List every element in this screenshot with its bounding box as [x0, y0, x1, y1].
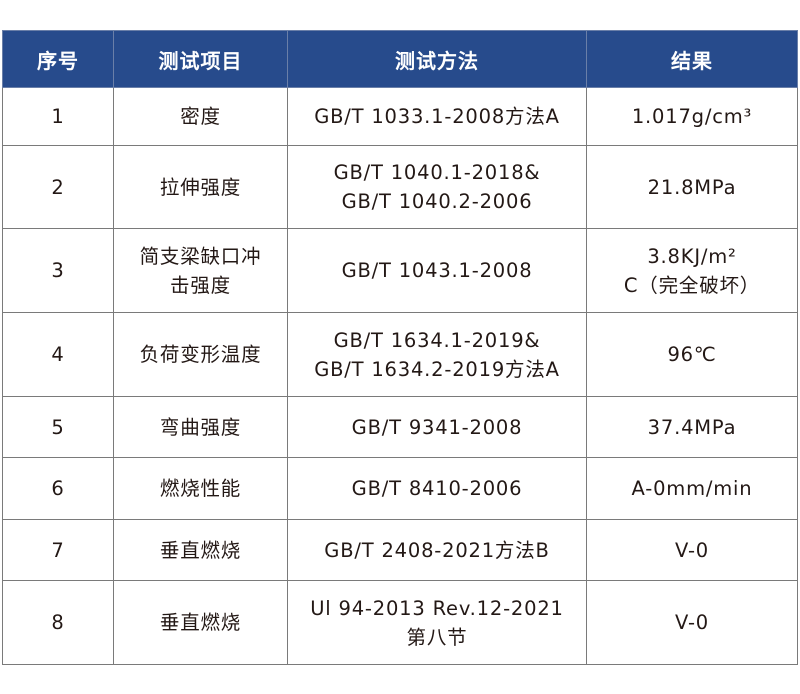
cell-result: 96℃: [586, 312, 798, 397]
header-result: 结果: [586, 30, 798, 88]
cell-method: GB/T 1634.1-2019& GB/T 1634.2-2019方法A: [287, 312, 587, 397]
cell-item-line: 弯曲强度: [159, 415, 242, 439]
cell-result-line: 3.8KJ/m²: [647, 244, 737, 268]
cell-method-line: GB/T 2408-2021方法B: [324, 538, 550, 562]
cell-no: 1: [2, 87, 114, 146]
cell-method-line: 第八节: [406, 625, 468, 649]
cell-no: 8: [2, 580, 114, 665]
cell-item: 简支梁缺口冲 击强度: [113, 228, 288, 313]
cell-result-line: V-0: [674, 611, 710, 634]
table-row: 8 垂直燃烧 Ul 94-2013 Rev.12-2021 第八节 V-0: [2, 580, 798, 665]
cell-method-line: GB/T 8410-2006: [351, 477, 523, 500]
cell-item-line: 燃烧性能: [159, 477, 242, 500]
cell-method: GB/T 9341-2008: [287, 396, 587, 458]
cell-no: 4: [2, 312, 114, 397]
cell-method: GB/T 2408-2021方法B: [287, 519, 587, 581]
cell-result: 37.4MPa: [586, 396, 798, 458]
table-row: 4 负荷变形温度 GB/T 1634.1-2019& GB/T 1634.2-2019…: [2, 312, 798, 397]
table-row: 3 简支梁缺口冲 击强度 GB/T 1043.1-2008 3.8KJ/m² C（完全破坏…: [2, 228, 798, 313]
cell-result-line: V-0: [674, 538, 710, 562]
cell-result-line: 96℃: [667, 343, 717, 366]
cell-method-line: GB/T 1634.1-2019&: [333, 328, 541, 352]
cell-item-line: 拉伸强度: [159, 175, 242, 199]
table-row: 7 垂直燃烧 GB/T 2408-2021方法B V-0: [2, 519, 798, 581]
table-row: 5 弯曲强度 GB/T 9341-2008 37.4MPa: [2, 396, 798, 458]
cell-item: 密度: [113, 87, 288, 146]
cell-result: 21.8MPa: [586, 145, 798, 229]
test-results-table: 序号 测试项目 测试方法 结果 1 密度 GB/T 1033.1-2008方法A 1.…: [2, 30, 798, 665]
cell-item: 燃烧性能: [113, 457, 288, 520]
table-row: 2 拉伸强度 GB/T 1040.1-2018& GB/T 1040.2-2006 21…: [2, 145, 798, 229]
cell-result: V-0: [586, 580, 798, 665]
cell-result-line: 37.4MPa: [647, 415, 737, 439]
cell-result-line: A-0mm/min: [631, 477, 753, 500]
cell-method: GB/T 1033.1-2008方法A: [287, 87, 587, 146]
cell-no: 3: [2, 228, 114, 313]
cell-method-line: GB/T 1043.1-2008: [341, 259, 533, 282]
table-header-row: 序号 测试项目 测试方法 结果: [2, 30, 798, 88]
cell-item-line: 密度: [180, 105, 221, 128]
cell-item-line: 击强度: [170, 273, 231, 297]
cell-item-line: 垂直燃烧: [159, 611, 242, 634]
table-row: 6 燃烧性能 GB/T 8410-2006 A-0mm/min: [2, 457, 798, 520]
cell-item: 垂直燃烧: [113, 580, 288, 665]
cell-item: 垂直燃烧: [113, 519, 288, 581]
header-no: 序号: [2, 30, 114, 88]
cell-method-line: GB/T 9341-2008: [351, 415, 523, 439]
cell-result-line: 1.017g/cm³: [631, 105, 753, 128]
cell-item: 负荷变形温度: [113, 312, 288, 397]
cell-result: 1.017g/cm³: [586, 87, 798, 146]
cell-method-line: GB/T 1040.1-2018&: [333, 161, 541, 184]
cell-method: Ul 94-2013 Rev.12-2021 第八节: [287, 580, 587, 665]
cell-method: GB/T 1040.1-2018& GB/T 1040.2-2006: [287, 145, 587, 229]
cell-method: GB/T 8410-2006: [287, 457, 587, 520]
cell-method-line: Ul 94-2013 Rev.12-2021: [310, 596, 564, 620]
cell-method: GB/T 1043.1-2008: [287, 228, 587, 313]
cell-result: V-0: [586, 519, 798, 581]
cell-method-line: GB/T 1040.2-2006: [341, 190, 533, 213]
cell-item: 拉伸强度: [113, 145, 288, 229]
cell-no: 2: [2, 145, 114, 229]
cell-item-line: 负荷变形温度: [139, 343, 262, 366]
cell-no: 6: [2, 457, 114, 520]
cell-item-line: 垂直燃烧: [159, 538, 242, 562]
cell-no: 5: [2, 396, 114, 458]
table-row: 1 密度 GB/T 1033.1-2008方法A 1.017g/cm³: [2, 87, 798, 146]
cell-result-line: 21.8MPa: [647, 175, 737, 199]
header-item: 测试项目: [113, 30, 288, 88]
cell-result-line: C（完全破坏）: [623, 273, 761, 297]
cell-item-line: 简支梁缺口冲: [139, 244, 262, 268]
cell-no: 7: [2, 519, 114, 581]
cell-method-line: GB/T 1634.2-2019方法A: [314, 357, 560, 381]
cell-result: 3.8KJ/m² C（完全破坏）: [586, 228, 798, 313]
header-method: 测试方法: [287, 30, 587, 88]
cell-method-line: GB/T 1033.1-2008方法A: [314, 105, 560, 128]
cell-item: 弯曲强度: [113, 396, 288, 458]
cell-result: A-0mm/min: [586, 457, 798, 520]
